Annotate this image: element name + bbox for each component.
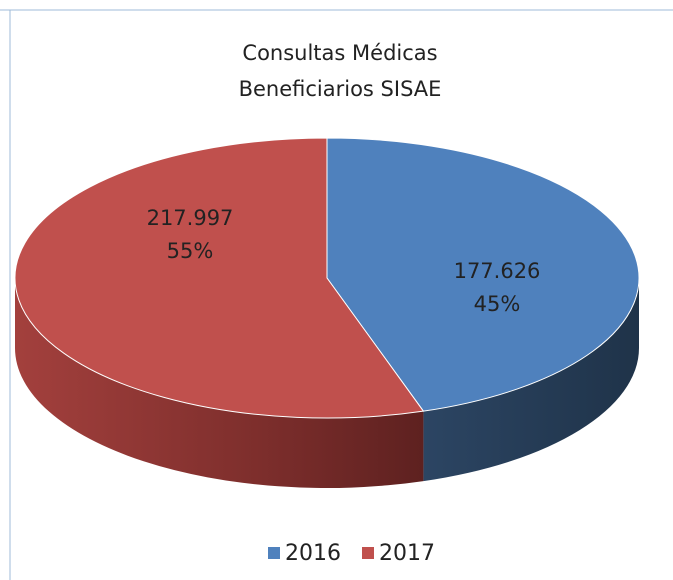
legend-swatch: [268, 547, 280, 559]
legend-label: 2017: [379, 541, 435, 566]
legend-label: 2016: [285, 541, 341, 566]
slice: [14, 137, 425, 419]
slice-side: [423, 278, 639, 482]
chart-title: Beneficiarios SISAE: [239, 77, 442, 101]
slice-side: [15, 278, 424, 489]
data-label: 217.997: [147, 206, 234, 230]
data-label: 177.626: [454, 259, 541, 283]
data-label: 55%: [167, 239, 214, 263]
legend-swatch: [362, 547, 374, 559]
data-label: 45%: [474, 292, 521, 316]
slice: [326, 137, 640, 412]
chart-title: Consultas Médicas: [242, 41, 437, 65]
